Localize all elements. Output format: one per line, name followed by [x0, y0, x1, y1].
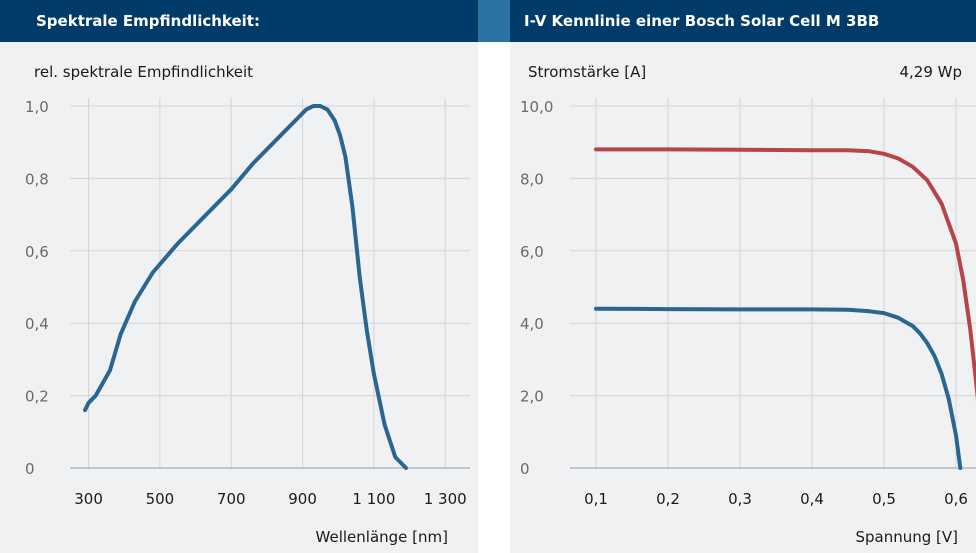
x-tick-label: 0,4	[800, 490, 824, 508]
x-axis-label: Wellenlänge [nm]	[316, 528, 448, 546]
y-tick-label: 0	[520, 460, 530, 478]
series-line-0	[594, 147, 976, 402]
y-tick-label: 6,0	[520, 243, 544, 261]
x-tick-label: 0,1	[584, 490, 608, 508]
iv-chart-panel: I-V Kennlinie einer Bosch Solar Cell M 3…	[510, 0, 976, 553]
spectral-chart-title: Spektrale Empfindlichkeit:	[0, 0, 478, 42]
power-annotation: 4,29 Wp	[899, 63, 962, 81]
iv-chart-title: I-V Kennlinie einer Bosch Solar Cell M 3…	[510, 0, 976, 42]
iv-chart: 0 2,0 4,0 6,0 8,0 10,0 0,1 0,2 0,3 0,4 0,5 0,6 Strom…	[520, 63, 976, 546]
y-tick-label: 0,2	[25, 388, 49, 406]
y-axis-label: rel. spektrale Empfindlichkeit	[34, 63, 253, 81]
y-tick-label: 1,0	[25, 98, 49, 116]
y-tick-label: 0	[25, 460, 35, 478]
y-tick-label: 0,8	[25, 170, 49, 188]
series-line-1	[594, 306, 963, 470]
y-tick-label: 0,6	[25, 243, 49, 261]
x-tick-label: 900	[288, 490, 317, 508]
x-tick-label: 0,6	[944, 490, 968, 508]
x-tick-label: 500	[146, 490, 175, 508]
y-tick-label: 0,4	[25, 315, 49, 333]
x-tick-label: 0,3	[728, 490, 752, 508]
y-tick-label: 8,0	[520, 170, 544, 188]
spectral-chart-panel: Spektrale Empfindlichkeit: 0 0,2 0,4 0,6 0,8…	[0, 0, 478, 553]
series-line-0	[83, 104, 408, 470]
spectral-chart: 0 0,2 0,4 0,6 0,8 1,0 300 500 700 900 1 100 1 300 re…	[25, 63, 470, 546]
panel-divider	[478, 0, 510, 553]
y-tick-label: 2,0	[520, 388, 544, 406]
x-tick-label: 0,5	[872, 490, 896, 508]
x-tick-label: 1 300	[424, 490, 467, 508]
y-axis-label: Stromstärke [A]	[528, 63, 646, 81]
x-tick-label: 700	[217, 490, 246, 508]
x-tick-label: 1 100	[352, 490, 395, 508]
y-tick-label: 4,0	[520, 315, 544, 333]
x-tick-label: 0,2	[656, 490, 680, 508]
x-tick-label: 300	[74, 490, 103, 508]
y-tick-label: 10,0	[520, 98, 553, 116]
x-axis-label: Spannung [V]	[855, 528, 958, 546]
